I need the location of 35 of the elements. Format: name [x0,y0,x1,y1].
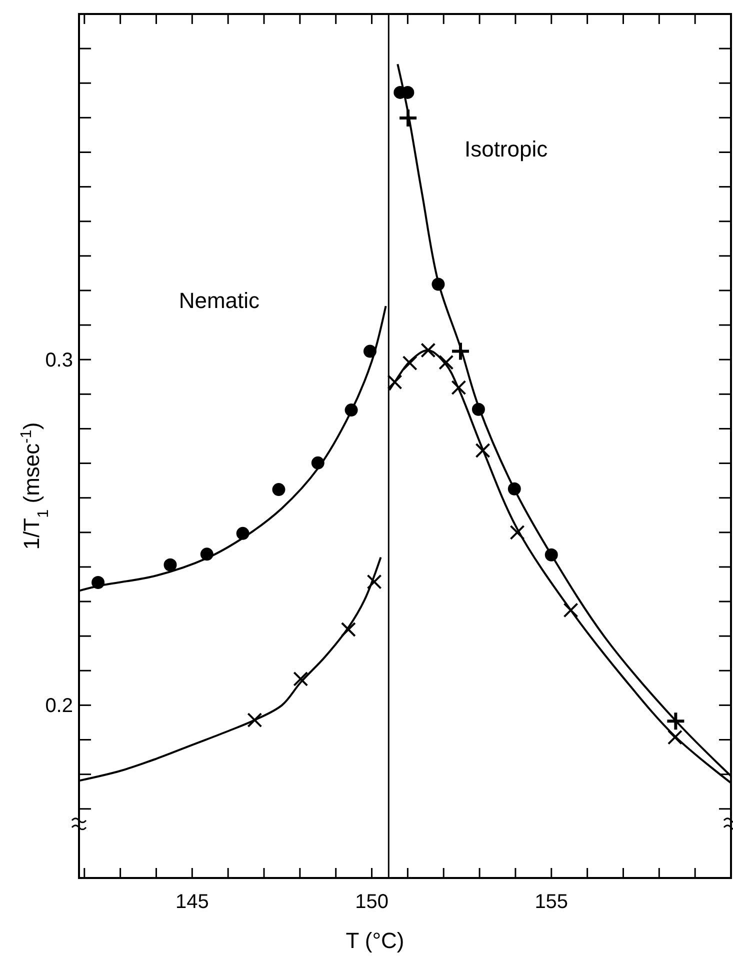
point [508,482,521,496]
point [438,354,454,370]
point [293,671,308,686]
point [475,442,490,458]
y-tick-label: 0.3 [45,350,73,372]
point [402,356,418,371]
point [247,712,262,728]
point [387,374,402,390]
point [472,402,485,416]
point [311,456,324,470]
point [366,574,382,590]
point [344,404,358,417]
y-tick-label: 0.2 [45,695,73,718]
point [363,344,376,358]
annotation: Isotropic [464,136,548,162]
point [272,483,286,496]
point [200,548,214,561]
point [432,278,445,291]
x-tick-label: 150 [355,891,388,913]
x-tick-label: 145 [175,891,209,913]
point [544,548,558,562]
point [92,576,105,590]
point [164,558,177,572]
point [563,602,578,618]
point [340,622,356,638]
point [451,380,466,396]
point [420,342,436,358]
point [667,730,682,745]
x-tick-label: 155 [534,891,568,913]
annotation: Nematic [178,288,260,313]
point [510,524,525,540]
x-axis-title: T (°C) [346,928,404,953]
point [236,526,250,540]
point [666,711,686,732]
point [398,108,418,128]
